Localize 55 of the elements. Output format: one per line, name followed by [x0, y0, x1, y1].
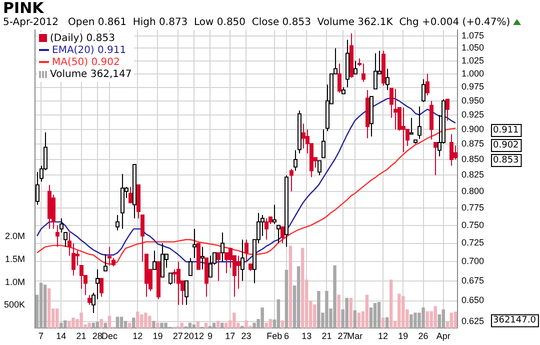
x-tick-label: 12 [132, 331, 143, 342]
x-tick-label: 2012 [184, 331, 204, 342]
chart-subtitle: 5-Apr-2012 Open 0.861 High 0.873 Low 0.850 Close 0.853 Volume 362.1K Chg +0.004 (+0.47%) [3, 17, 512, 29]
x-tick-label: 27 [172, 331, 183, 342]
x-tick-label: 21 [76, 331, 86, 342]
y-tick-label: 1.000 [461, 68, 484, 78]
y-tick-label: 1.075 [461, 30, 484, 40]
x-tick-label: 28 [92, 331, 102, 342]
y-tick-label: 1.025 [461, 55, 484, 66]
y2-tick-label: 1.0M [5, 276, 26, 287]
y-tick-label: 1.050 [461, 42, 484, 53]
y-tick-label: 0.700 [461, 256, 484, 266]
legend-label: (Daily) 0.853 [50, 33, 115, 44]
chart-title: PINK [3, 0, 45, 17]
x-tick-label: 12 [378, 331, 388, 342]
y-tick-label: 0.675 [461, 275, 484, 286]
y-tick-label: 0.875 [461, 138, 484, 149]
y-tick-label: 0.950 [461, 95, 484, 106]
x-tick-label: 19 [152, 331, 163, 342]
x-tick-label: 23 [241, 331, 252, 342]
x-tick-label: Dec [101, 331, 118, 342]
y-tick-label: 0.775 [461, 202, 484, 213]
x-tick-label: 17 [225, 331, 236, 342]
x-tick-label: Apr [436, 331, 450, 342]
y-tick-label: 0.900 [461, 124, 484, 134]
y-tick-label: 0.825 [461, 170, 484, 180]
x-tick-label: 27 [338, 331, 348, 342]
legend-label: MA(50) 0.902 [52, 57, 120, 68]
y-tick-label: 0.750 [461, 220, 484, 230]
y-tick-label: 0.625 [461, 316, 484, 326]
x-tick-label: 21 [322, 331, 332, 342]
text: 0.911 [493, 125, 519, 136]
text: 0.853 [493, 155, 519, 166]
x-tick-label: 14 [56, 331, 66, 342]
text: 362147.0 [493, 316, 536, 326]
legend-label: EMA(20) 0.911 [52, 45, 126, 56]
x-tick-label: 13 [302, 331, 312, 342]
x-tick-label: 19 [398, 331, 408, 342]
legend-label: Volume 362,147 [50, 69, 132, 80]
y-tick-label: 0.925 [461, 109, 484, 120]
y2-tick-label: 2.0M [5, 230, 26, 241]
y-tick-label: 0.650 [461, 295, 484, 306]
y2-tick-label: 500K [4, 300, 26, 310]
x-tick-label: 7 [38, 331, 44, 342]
y-tick-label: 0.725 [461, 238, 484, 248]
x-tick-label: 6 [284, 331, 289, 342]
x-tick-label: Mar [347, 331, 363, 342]
text: 0.902 [493, 140, 519, 150]
y-tick-label: 0.975 [461, 82, 484, 92]
x-tick-label: 9 [208, 331, 213, 342]
y2-tick-label: 1.5M [5, 254, 26, 264]
x-tick-label: Feb [266, 331, 282, 342]
x-tick-label: 26 [418, 331, 428, 342]
y-tick-label: 0.800 [461, 186, 484, 196]
y-tick-label: 0.850 [461, 154, 484, 164]
